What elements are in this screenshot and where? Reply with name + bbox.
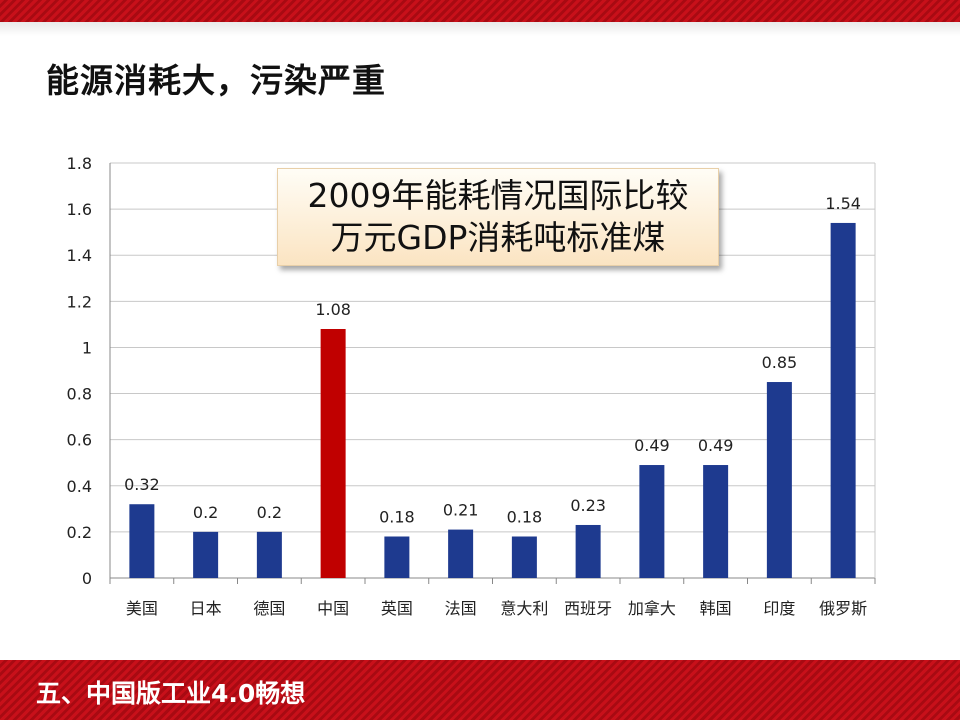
category-label: 西班牙 [564, 599, 612, 618]
y-tick-label: 1 [82, 338, 92, 357]
bar [256, 531, 282, 578]
data-label: 0.49 [634, 436, 670, 455]
bar [766, 382, 792, 578]
data-label: 0.2 [193, 503, 218, 522]
data-label: 0.32 [124, 475, 160, 494]
bar [639, 465, 665, 578]
data-label: 0.18 [507, 508, 543, 527]
data-label: 0.2 [257, 503, 282, 522]
bar [129, 504, 155, 578]
bar [575, 524, 601, 578]
data-label: 1.54 [825, 194, 861, 213]
bar [511, 536, 537, 578]
y-tick-label: 1.2 [67, 292, 92, 311]
category-label: 加拿大 [628, 599, 676, 618]
y-tick-label: 0.8 [67, 385, 92, 404]
category-label: 韩国 [700, 599, 732, 618]
category-label: 德国 [253, 599, 285, 618]
y-tick-label: 0.4 [67, 477, 92, 496]
bar-chart: 0 0.2 0.4 0.6 0.8 1 1.2 1.4 1.6 1.8 0.32 美国 0.2 日本 0.2… [67, 154, 876, 618]
bar [448, 529, 474, 578]
y-tick-label: 1.4 [67, 246, 92, 265]
footer-section-title: 五、中国版工业4.0畅想 [36, 679, 306, 708]
category-label: 法国 [445, 599, 477, 618]
bar [384, 536, 410, 578]
y-tick-label: 1.6 [67, 200, 92, 219]
bar [703, 465, 729, 578]
data-label: 0.49 [698, 436, 734, 455]
bar [193, 531, 219, 578]
y-tick-label: 0.2 [67, 523, 92, 542]
callout-line-1: 2009年能耗情况国际比较 [307, 176, 689, 215]
data-label: 0.23 [570, 496, 606, 515]
top-shadow [0, 22, 960, 36]
data-label: 0.18 [379, 508, 415, 527]
category-label: 英国 [381, 599, 413, 618]
y-tick-label: 1.8 [67, 154, 92, 173]
bottom-decorative-band [0, 660, 960, 720]
top-decorative-band [0, 0, 960, 22]
callout-line-2: 万元GDP消耗吨标准煤 [330, 218, 666, 257]
bar [830, 222, 856, 578]
y-tick-label: 0 [82, 569, 92, 588]
data-label: 1.08 [315, 300, 351, 319]
category-label: 印度 [763, 599, 795, 618]
y-tick-label: 0.6 [67, 431, 92, 450]
data-label: 0.21 [443, 501, 479, 520]
category-label: 日本 [190, 599, 222, 618]
category-label: 意大利 [500, 599, 548, 618]
category-label: 美国 [126, 599, 158, 618]
chart-title-callout: 2009年能耗情况国际比较 万元GDP消耗吨标准煤 [277, 168, 719, 266]
category-label: 中国 [317, 599, 349, 618]
data-label: 0.85 [762, 353, 798, 372]
category-label: 俄罗斯 [819, 599, 867, 618]
bar [320, 329, 346, 578]
slide-title: 能源消耗大，污染严重 [46, 61, 386, 100]
